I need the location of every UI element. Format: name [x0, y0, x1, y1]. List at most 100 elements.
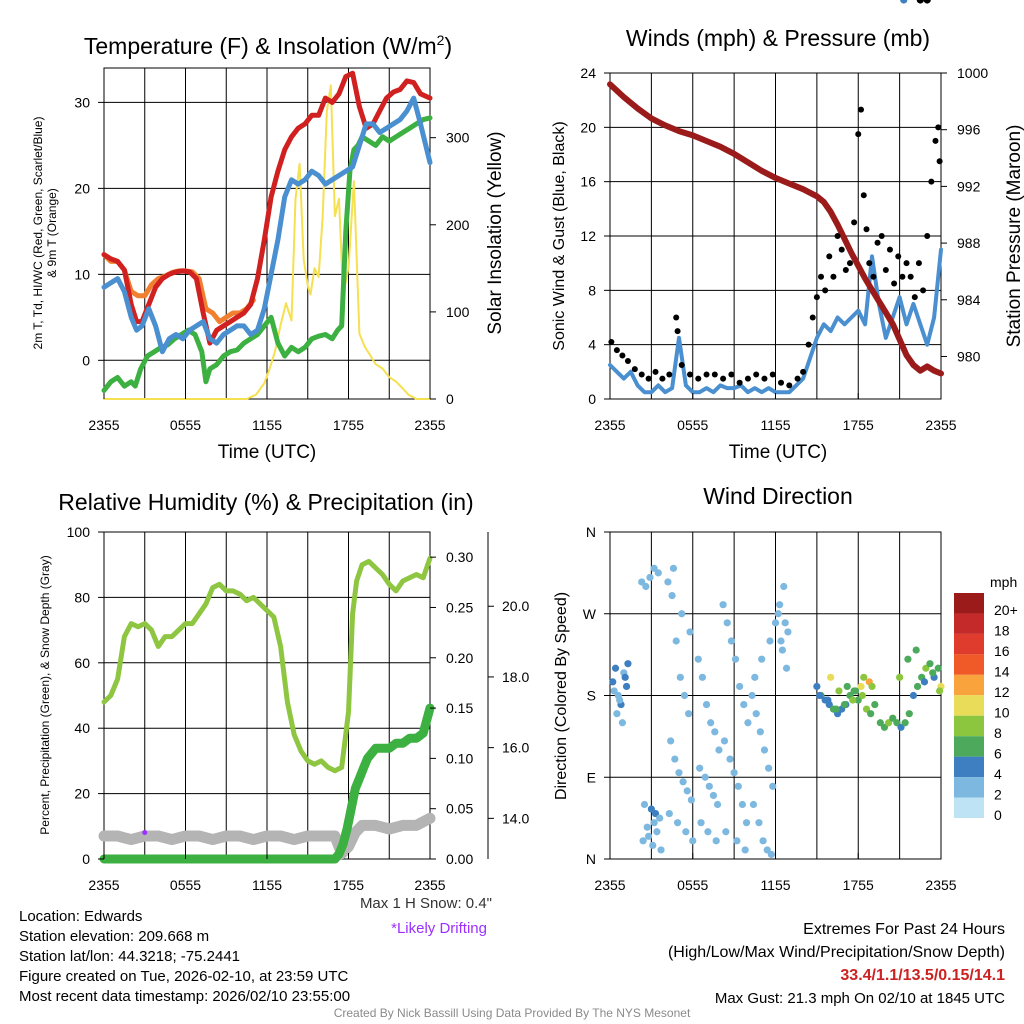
gust-point — [932, 137, 939, 144]
wind-direction-grid — [609, 531, 942, 860]
wind-direction-point — [777, 637, 785, 645]
wind-direction-point — [618, 719, 627, 727]
gust-point — [703, 371, 710, 378]
x-tick-label: 2355 — [88, 877, 119, 893]
x-tick-label: 1155 — [252, 417, 282, 433]
y3-tick-label: 18.0 — [502, 669, 529, 685]
temperature-xlabel: Time (UTC) — [218, 442, 317, 463]
winds-title: Winds (mph) & Pressure (mb) — [626, 25, 930, 51]
gust-point — [736, 379, 743, 386]
wind-direction-point — [650, 819, 658, 827]
wind-direction-point — [824, 696, 832, 704]
wind-direction-point — [827, 673, 835, 681]
wind-direction-point — [767, 850, 775, 859]
wind-direction-point — [909, 691, 918, 700]
wind-direction-point — [720, 737, 729, 745]
gust-point — [899, 273, 906, 280]
gust-point — [891, 280, 898, 287]
humidity-ylabel: Percent, Precipitation (Green), & Snow D… — [38, 555, 52, 834]
wind-direction-point — [765, 764, 773, 772]
y-tick-label: 24 — [580, 65, 596, 81]
gust-point — [858, 106, 865, 113]
legend-label: 20+ — [994, 602, 1018, 618]
wind-direction-point — [647, 805, 655, 813]
wind-direction-point — [897, 723, 905, 731]
gust-point — [786, 382, 793, 389]
wind-direction-point — [611, 664, 620, 672]
wind-direction-point — [665, 809, 673, 818]
wind-direction-point — [653, 828, 661, 836]
gust-point — [886, 246, 893, 253]
wind-direction-point — [643, 823, 651, 831]
gust-point — [882, 266, 889, 273]
x-tick-label: 1755 — [843, 877, 874, 893]
gust-point — [652, 368, 659, 375]
legend-title: mph — [990, 574, 1017, 590]
humidity-series — [98, 555, 436, 864]
wind-direction-point — [673, 819, 682, 827]
wind-direction-point — [880, 723, 889, 731]
y-tick-label: 60 — [74, 655, 90, 671]
wind-direction-axes: 2355 0555 1155 1755 2355 N E S W N — [583, 524, 957, 893]
x-tick-label: 0555 — [677, 877, 708, 893]
legend-swatch — [954, 613, 984, 634]
wind-direction-point — [832, 705, 840, 713]
wind-direction-point — [727, 637, 735, 645]
y-tick-label: 20 — [74, 180, 90, 196]
wind-direction-point — [675, 769, 683, 777]
y-tick-label: 10 — [74, 266, 90, 282]
y3-tick-label: 20.0 — [502, 598, 529, 614]
recent-text: Most recent data timestamp: 2026/02/10 2… — [19, 988, 351, 1005]
winds-ylabel: Sonic Wind & Gust (Blue, Black) — [551, 121, 568, 350]
gust-point — [744, 375, 751, 382]
x-tick-label: 2355 — [594, 417, 625, 433]
temperature-grid — [103, 68, 431, 399]
wind-direction-point — [771, 619, 780, 627]
gust-point — [800, 368, 807, 375]
wind-direction-point — [679, 778, 687, 786]
winds-series — [607, 81, 944, 395]
insolation-line — [103, 84, 431, 400]
sonic-wind-line — [608, 247, 943, 395]
wind-direction-point — [851, 687, 860, 695]
wind-direction-point — [849, 696, 857, 704]
wind-direction-point — [782, 664, 791, 672]
y-tick-label: 0 — [588, 391, 596, 407]
wind-direction-point — [871, 700, 879, 709]
wind-direction-point — [868, 682, 876, 691]
wind-direction-point — [929, 669, 937, 677]
legend-swatch — [954, 715, 984, 737]
wind-direction-point — [672, 637, 680, 645]
y2-tick-label: 0.05 — [446, 801, 473, 817]
x-tick-label: 2355 — [88, 417, 119, 433]
wind-direction-point — [736, 682, 744, 691]
wind-direction-point — [835, 687, 843, 695]
y-tick-label: E — [587, 769, 596, 785]
wind-direction-point — [755, 819, 763, 827]
gust-point — [613, 347, 620, 354]
gust-point — [826, 253, 833, 260]
wind-direction-point — [698, 673, 707, 681]
y2-tick-label: 0.15 — [446, 700, 473, 716]
temperature-y2label: Solar Insolation (Yellow) — [485, 131, 506, 334]
wind-direction-point — [916, 0, 924, 4]
temperature-panel: Temperature (F) & Insolation (W/m2) 2355… — [31, 32, 506, 463]
y2-tick-label: 0.20 — [446, 650, 473, 666]
winds-y2label: Station Pressure (Maroon) — [1004, 125, 1024, 348]
wind-direction-title: Wind Direction — [703, 483, 853, 509]
wind-direction-point — [704, 828, 712, 836]
gust-point — [936, 158, 943, 165]
extremes-title: Extremes For Past 24 Hours — [803, 921, 1005, 938]
y-tick-label: N — [586, 524, 596, 540]
gust-point — [866, 260, 873, 267]
wind-direction-point — [816, 691, 824, 700]
wind-direction-point — [646, 573, 654, 582]
wind-direction-point — [862, 705, 871, 713]
wind-direction-point — [638, 578, 646, 586]
wind-direction-point — [697, 819, 705, 827]
gust-point — [659, 375, 666, 382]
wind-direction-point — [784, 628, 792, 636]
wind-direction-point — [733, 837, 741, 845]
wind-direction-point — [622, 682, 631, 691]
x-tick-label: 2355 — [925, 417, 956, 433]
